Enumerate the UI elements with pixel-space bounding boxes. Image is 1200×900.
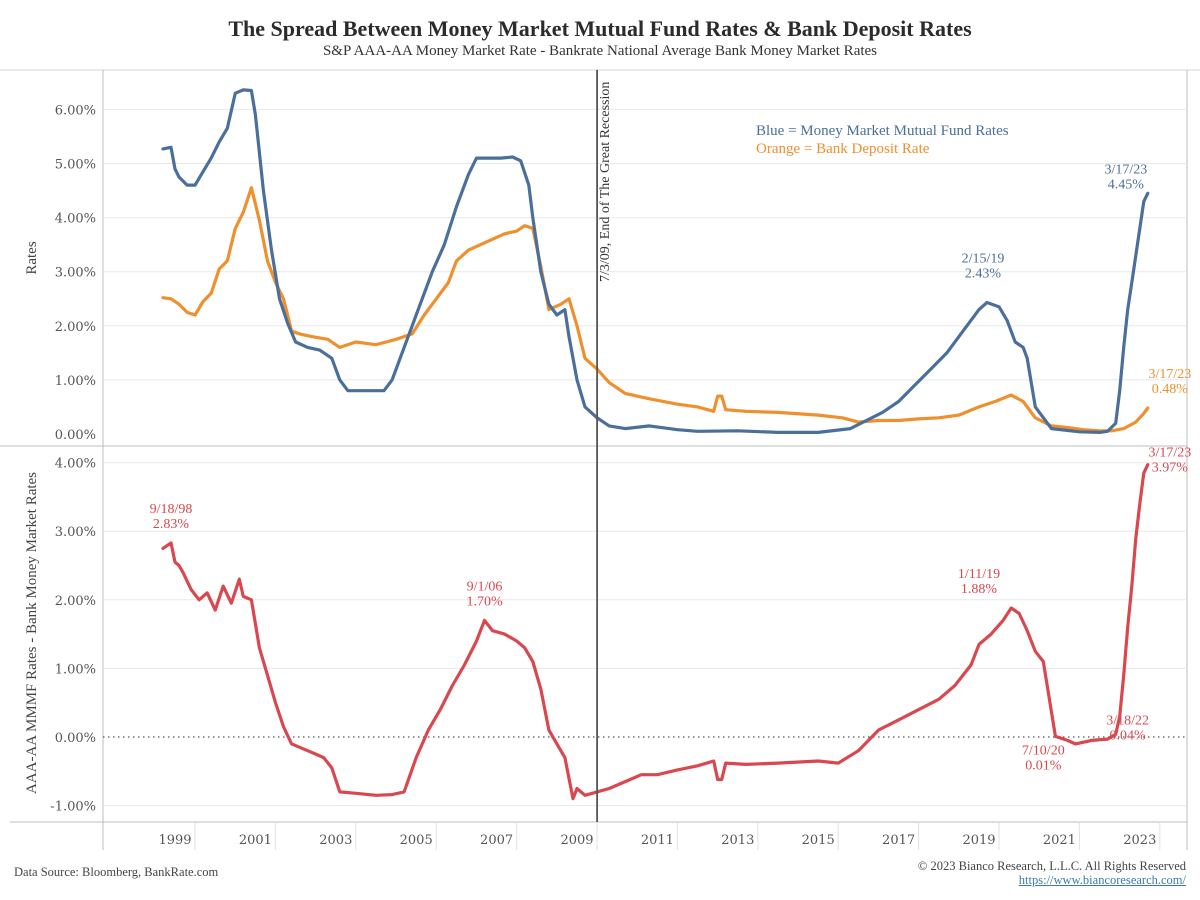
data-label-value: 0.48% [1152, 382, 1189, 397]
y-tick-label: 4.00% [55, 212, 96, 227]
legend-entry-blue: Blue = Money Market Mutual Fund Rates [756, 123, 1009, 139]
y-tick-label: 0.00% [55, 731, 96, 746]
chart-title: The Spread Between Money Market Mutual F… [228, 16, 972, 41]
y-tick-label: 5.00% [55, 158, 96, 173]
chart-frame [0, 69, 1200, 850]
data-label-value: 4.45% [1108, 177, 1145, 192]
top-y-axis-title: Rates [24, 241, 40, 274]
y-tick-label: 3.00% [55, 525, 96, 540]
y-tick-label: 4.00% [55, 457, 96, 472]
bottom-panel-gridlines [103, 462, 1187, 807]
x-tick-label: 2009 [560, 833, 593, 848]
data-label: 3/17/234.45% [1104, 162, 1147, 192]
data-label-value: 1.70% [466, 594, 503, 609]
x-tick-label: 2017 [882, 833, 915, 848]
data-label-value: 2.43% [965, 267, 1002, 282]
x-tick-label: 2021 [1043, 833, 1076, 848]
x-tick-label: 2023 [1123, 833, 1156, 848]
y-tick-label: 6.00% [55, 103, 96, 118]
x-tick-label: 2015 [802, 833, 835, 848]
x-tick-label: 2019 [962, 833, 995, 848]
data-label-value: 3.97% [1152, 461, 1189, 476]
data-label: 9/18/982.83% [150, 502, 193, 532]
y-tick-label: -1.00% [50, 800, 96, 815]
legend-entry-orange: Orange = Bank Deposit Rate [756, 141, 930, 157]
data-label-value: 2.83% [153, 517, 190, 532]
top-panel-y-ticks: 0.00% 1.00% 2.00% 3.00% 4.00% 5.00% 6.00% [55, 103, 96, 443]
x-tick-label: 2001 [239, 833, 272, 848]
data-label-date: 7/10/20 [1022, 743, 1065, 758]
bottom-y-axis-title: AAA-AA MMMF Rates - Bank Money Market Ra… [24, 472, 40, 794]
y-tick-label: 0.00% [55, 428, 96, 443]
data-label: 3/17/230.48% [1148, 367, 1191, 397]
x-tick-label: 2011 [641, 833, 674, 848]
data-label: 3/17/233.97% [1148, 446, 1191, 476]
annotations: 2/15/192.43%3/17/234.45%3/17/230.48%9/18… [150, 162, 1192, 773]
y-tick-label: 2.00% [55, 594, 96, 609]
x-tick-label: 1999 [158, 833, 191, 848]
data-label: 7/10/200.01% [1022, 743, 1065, 773]
series-line-aaa-aa-mmmf-rates-bank-money-market-rates [161, 463, 1150, 801]
data-label-date: 3/17/23 [1148, 367, 1191, 382]
data-label-date: 1/11/19 [958, 567, 1000, 582]
data-label-date: 3/17/23 [1148, 446, 1191, 461]
bottom-panel-y-ticks: -1.00% 0.00% 1.00% 2.00% 3.00% 4.00% [50, 457, 96, 815]
bottom-panel-series [161, 463, 1150, 801]
series-line-bank-deposit-rate [161, 186, 1150, 433]
data-label-date: 2/15/19 [962, 252, 1005, 267]
y-tick-label: 3.00% [55, 266, 96, 281]
data-label-value: 0.04% [1110, 728, 1147, 743]
data-source: Data Source: Bloomberg, BankRate.com [14, 865, 219, 879]
data-label-value: 1.88% [961, 582, 998, 597]
data-label-date: 9/18/98 [150, 502, 193, 517]
data-label-date: 3/17/23 [1104, 162, 1147, 177]
x-tick-label: 2005 [400, 833, 433, 848]
data-label-date: 3/18/22 [1106, 713, 1149, 728]
event-label: 7/3/09, End of The Great Recession [598, 82, 613, 282]
data-label-date: 9/1/06 [467, 579, 503, 594]
y-tick-label: 2.00% [55, 320, 96, 335]
data-label: 1/11/191.88% [958, 567, 1000, 597]
footer-credits: © 2023 Bianco Research, L.L.C. All Right… [918, 859, 1186, 887]
x-tick-label: 2013 [721, 833, 754, 848]
x-tick-label: 2003 [319, 833, 352, 848]
event-marker: 7/3/09, End of The Great Recession [596, 70, 613, 822]
chart-subtitle: S&P AAA-AA Money Market Rate - Bankrate … [322, 43, 878, 59]
x-tick-label: 2007 [480, 833, 513, 848]
data-label: 9/1/061.70% [466, 579, 503, 609]
series-line-money-market-mutual-fund-rates [161, 88, 1150, 434]
data-label: 3/18/220.04% [1106, 713, 1149, 743]
website-link[interactable]: https://www.biancoresearch.com/ [1018, 873, 1186, 887]
x-axis-ticks: 1999 2001 2003 2005 2007 2009 2011 2013 2015 2017… [158, 822, 1161, 850]
copyright: © 2023 Bianco Research, L.L.C. All Right… [917, 859, 1186, 873]
data-label-value: 0.01% [1025, 758, 1062, 773]
y-tick-label: 1.00% [55, 662, 96, 677]
top-panel-gridlines [103, 108, 1187, 381]
data-label: 2/15/192.43% [962, 252, 1005, 282]
top-panel-series [161, 88, 1150, 434]
y-tick-label: 1.00% [55, 374, 96, 389]
